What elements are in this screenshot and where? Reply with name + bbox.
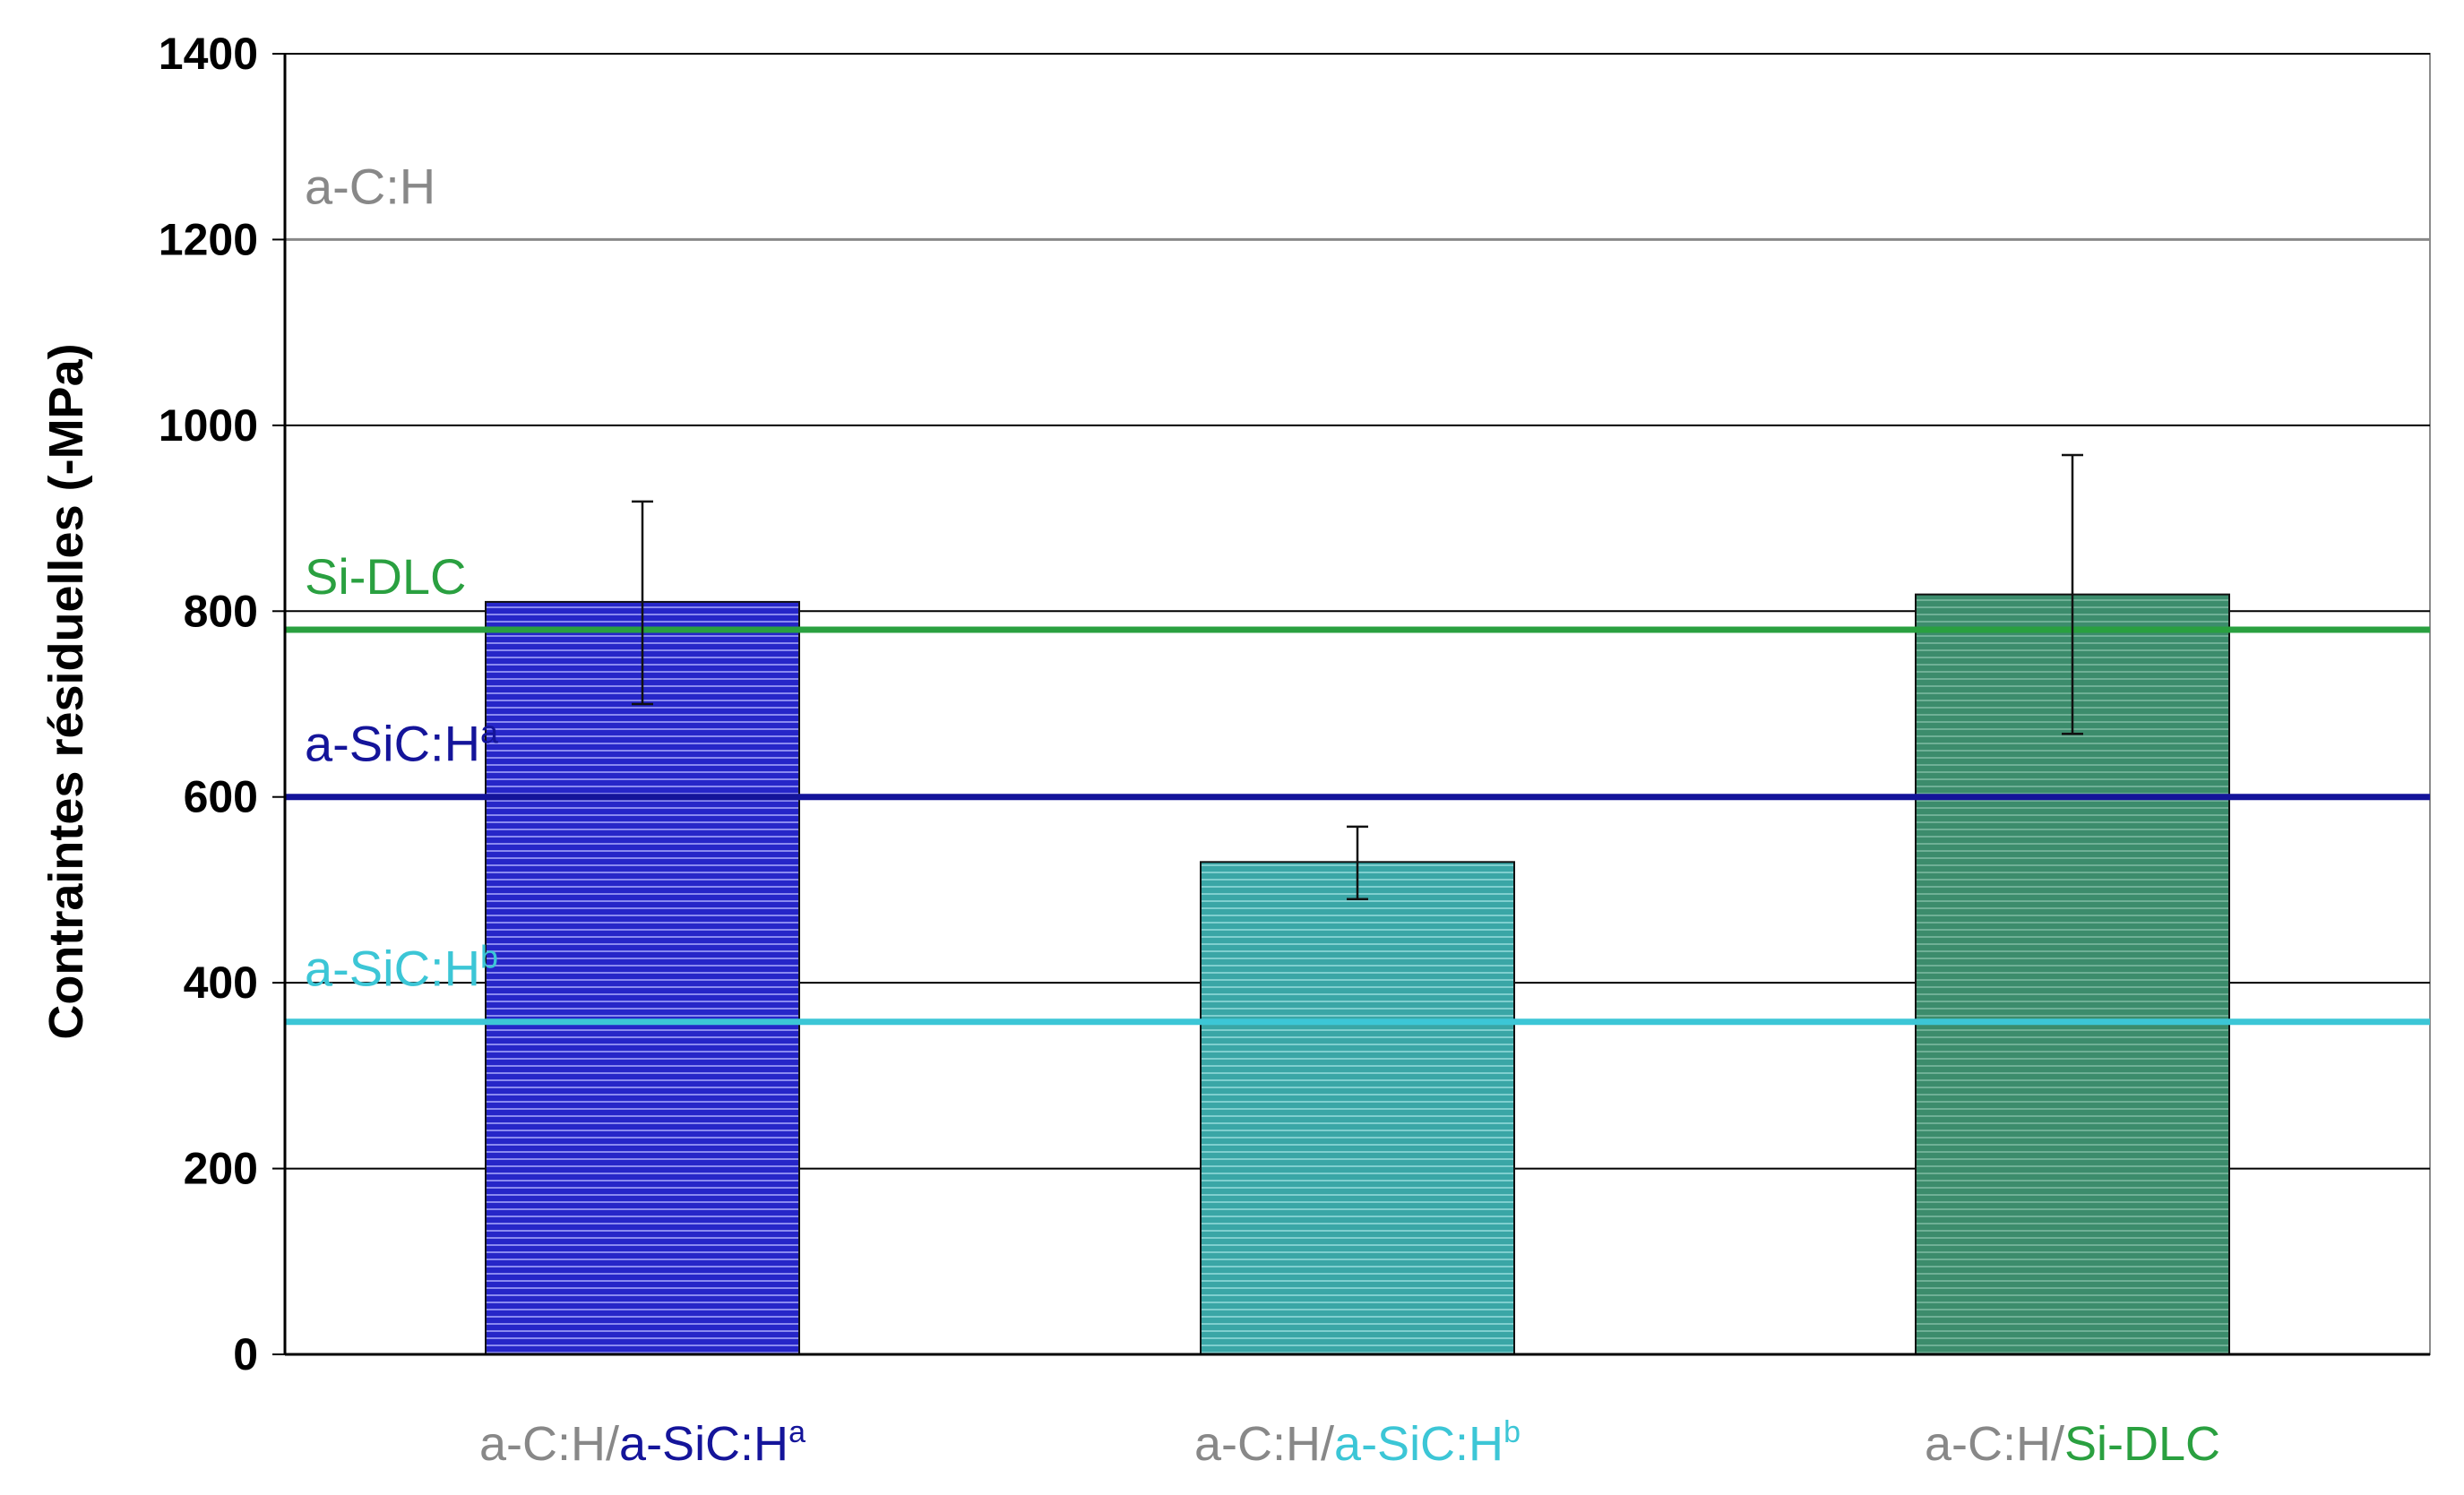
category-label: a-C:H/Si-DLC bbox=[1925, 1417, 2220, 1471]
bars bbox=[485, 593, 2230, 1355]
reference-label: a-C:H bbox=[305, 158, 435, 214]
reference-superscript: a bbox=[480, 714, 499, 751]
error-bars bbox=[632, 453, 2083, 901]
category-prefix: a-C:H/ bbox=[1925, 1417, 2064, 1471]
category-prefix: a-C:H/ bbox=[1194, 1417, 1334, 1471]
y-tick-label: 0 bbox=[233, 1329, 258, 1379]
reference-name: a-C:H bbox=[305, 158, 435, 214]
reference-label: Si-DLC bbox=[305, 548, 466, 605]
y-tick-label: 1200 bbox=[159, 214, 258, 264]
y-tick-label: 800 bbox=[184, 586, 258, 636]
y-tick-label: 1400 bbox=[159, 29, 258, 79]
reference-superscript: b bbox=[480, 939, 498, 975]
bar bbox=[485, 600, 800, 1355]
reference-name: a-SiC:H bbox=[305, 716, 480, 772]
reference-name: Si-DLC bbox=[305, 548, 466, 605]
category-name: Si-DLC bbox=[2064, 1417, 2220, 1471]
y-tick-label: 400 bbox=[184, 958, 258, 1008]
axes bbox=[272, 53, 2430, 1356]
category-superscript: b bbox=[1503, 1415, 1521, 1449]
y-tick-label: 600 bbox=[184, 772, 258, 822]
category-label: a-C:H/a-SiC:Ha bbox=[479, 1415, 806, 1471]
y-tick-label: 1000 bbox=[159, 400, 258, 451]
bar bbox=[1200, 861, 1515, 1355]
reference-label: a-SiC:Hb bbox=[305, 939, 498, 997]
category-name: a-SiC:H bbox=[619, 1417, 788, 1471]
category-label: a-C:H/a-SiC:Hb bbox=[1194, 1415, 1521, 1471]
y-axis-title: Contraintes résiduelles (-MPa) bbox=[39, 343, 93, 1039]
category-prefix: a-C:H/ bbox=[479, 1417, 619, 1471]
category-name: a-SiC:H bbox=[1334, 1417, 1503, 1471]
category-superscript: a bbox=[788, 1415, 806, 1449]
reference-label: a-SiC:Ha bbox=[305, 714, 499, 772]
y-tick-label: 200 bbox=[184, 1144, 258, 1194]
reference-name: a-SiC:H bbox=[305, 941, 480, 997]
